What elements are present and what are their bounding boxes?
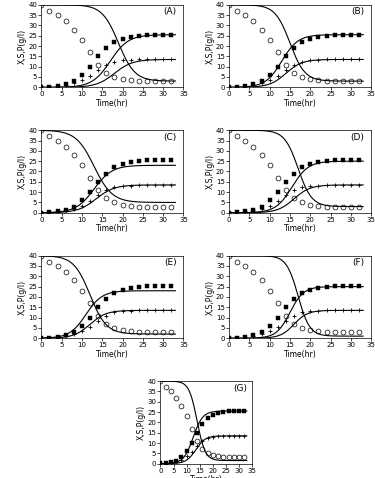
X-axis label: Time(hr): Time(hr) <box>190 475 223 478</box>
Y-axis label: X,S,P(g/l): X,S,P(g/l) <box>206 29 214 64</box>
Text: (F): (F) <box>352 258 364 267</box>
Text: (G): (G) <box>234 384 248 392</box>
Y-axis label: X,S,P(g/l): X,S,P(g/l) <box>137 405 146 440</box>
Text: (C): (C) <box>163 133 176 141</box>
X-axis label: Time(hr): Time(hr) <box>96 350 129 359</box>
Y-axis label: X,S,P(g/l): X,S,P(g/l) <box>18 154 27 189</box>
Text: (E): (E) <box>164 258 176 267</box>
Text: (B): (B) <box>351 7 364 16</box>
X-axis label: Time(hr): Time(hr) <box>96 224 129 233</box>
Y-axis label: X,S,P(g/l): X,S,P(g/l) <box>18 279 27 315</box>
Text: (D): (D) <box>350 133 364 141</box>
Y-axis label: X,S,P(g/l): X,S,P(g/l) <box>18 29 27 64</box>
X-axis label: Time(hr): Time(hr) <box>284 350 316 359</box>
Y-axis label: X,S,P(g/l): X,S,P(g/l) <box>206 154 214 189</box>
X-axis label: Time(hr): Time(hr) <box>284 99 316 108</box>
Y-axis label: X,S,P(g/l): X,S,P(g/l) <box>206 279 214 315</box>
X-axis label: Time(hr): Time(hr) <box>96 99 129 108</box>
X-axis label: Time(hr): Time(hr) <box>284 224 316 233</box>
Text: (A): (A) <box>163 7 176 16</box>
